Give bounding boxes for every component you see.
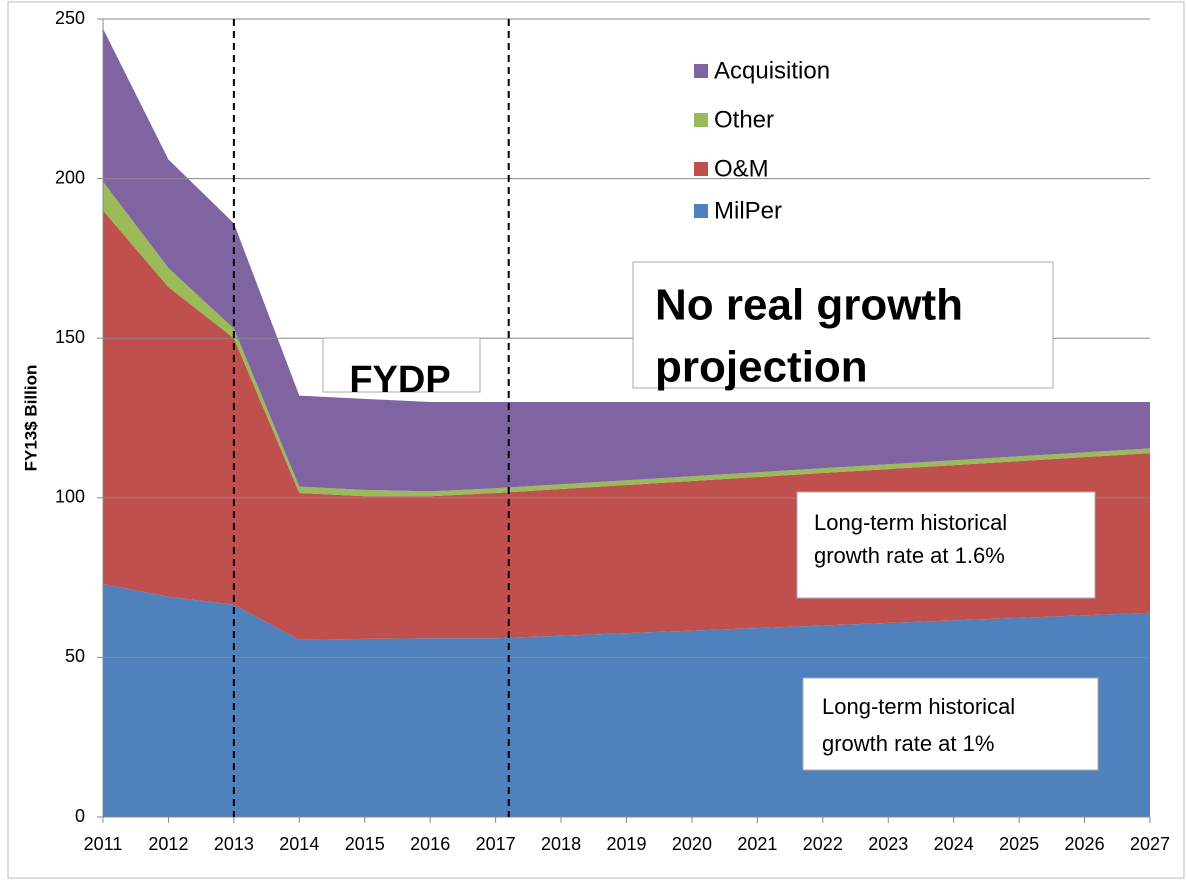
- x-tick-label: 2015: [345, 834, 385, 854]
- y-tick-label: 150: [55, 327, 85, 347]
- legend-label: Acquisition: [714, 57, 830, 84]
- x-tick-label: 2016: [410, 834, 450, 854]
- annotation-box: [322, 337, 481, 393]
- x-tick-label: 2014: [279, 834, 319, 854]
- y-tick-label: 250: [55, 8, 85, 28]
- x-tick-label: 2026: [1065, 834, 1105, 854]
- legend-swatch: [694, 162, 708, 176]
- legend-swatch: [694, 64, 708, 78]
- y-tick-label: 100: [55, 487, 85, 507]
- y-tick-label: 50: [65, 646, 85, 666]
- x-tick-label: 2025: [999, 834, 1039, 854]
- x-tick-label: 2011: [84, 834, 123, 854]
- annotation-text: Long-term historical: [814, 510, 1007, 535]
- annotation-box: [632, 261, 1054, 389]
- legend-label: Other: [714, 106, 774, 133]
- annotation-box: [796, 491, 1096, 599]
- x-tick-label: 2017: [476, 834, 516, 854]
- annotation-box: [802, 677, 1099, 771]
- annotation-text: growth rate at 1%: [822, 731, 994, 756]
- x-tick-label: 2019: [606, 834, 646, 854]
- area: [103, 28, 1150, 492]
- legend-swatch: [694, 113, 708, 127]
- x-tick-label: 2013: [214, 834, 254, 854]
- legend-swatch: [694, 204, 708, 218]
- x-tick-label: 2020: [672, 834, 712, 854]
- x-tick-label: 2024: [934, 834, 974, 854]
- annotation-text: Long-term historical: [822, 694, 1015, 719]
- x-tick-label: 2023: [868, 834, 908, 854]
- x-tick-label: 2022: [803, 834, 843, 854]
- x-tick-label: 2018: [541, 834, 581, 854]
- annotation-text: projection: [655, 343, 868, 392]
- y-axis-label: FY13$ Billion: [21, 365, 40, 472]
- annotation-text: growth rate at 1.6%: [814, 543, 1005, 568]
- annotation-text: FYDP: [349, 359, 450, 401]
- y-tick-label: 200: [55, 167, 85, 187]
- x-tick-label: 2027: [1130, 834, 1170, 854]
- x-tick-label: 2012: [148, 834, 188, 854]
- x-tick-label: 2021: [737, 834, 777, 854]
- legend-label: MilPer: [714, 197, 782, 224]
- legend-label: O&M: [714, 155, 769, 182]
- annotation-text: No real growth: [655, 281, 963, 330]
- y-tick-label: 0: [75, 806, 85, 826]
